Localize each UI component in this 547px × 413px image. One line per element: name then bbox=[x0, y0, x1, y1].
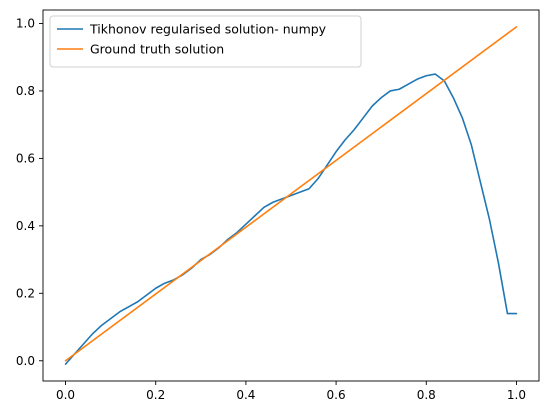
legend-box bbox=[49, 15, 362, 68]
x-tick-label: 1.0 bbox=[507, 388, 526, 402]
legend-label-2: Ground truth solution bbox=[90, 42, 224, 57]
x-tick-label: 0.8 bbox=[417, 388, 436, 402]
y-tick-label: 0.2 bbox=[16, 286, 35, 300]
legend: Tikhonov regularised solution- numpy Grou… bbox=[49, 15, 362, 68]
y-tick-label: 0.0 bbox=[16, 354, 35, 368]
series-layer bbox=[64, 26, 518, 365]
series-line-2 bbox=[64, 26, 518, 362]
legend-label-1: Tikhonov regularised solution- numpy bbox=[89, 22, 327, 37]
y-tick-label: 0.4 bbox=[16, 219, 35, 233]
x-tick-label: 0.2 bbox=[146, 388, 165, 402]
x-tick-label: 0.6 bbox=[327, 388, 346, 402]
series-line-1 bbox=[64, 73, 518, 365]
x-tick-label: 0.4 bbox=[236, 388, 255, 402]
y-tick-label: 0.8 bbox=[16, 84, 35, 98]
axes-layer: 0.0 0.2 0.4 0.6 0.8 1.0 0.0 0.2 0.4 0.6 0.8 1.0 bbox=[16, 9, 540, 402]
y-tick-label: 0.6 bbox=[16, 151, 35, 165]
y-tick-label: 1.0 bbox=[16, 16, 35, 30]
plot-frame bbox=[42, 9, 540, 382]
x-tick-label: 0.0 bbox=[56, 388, 75, 402]
